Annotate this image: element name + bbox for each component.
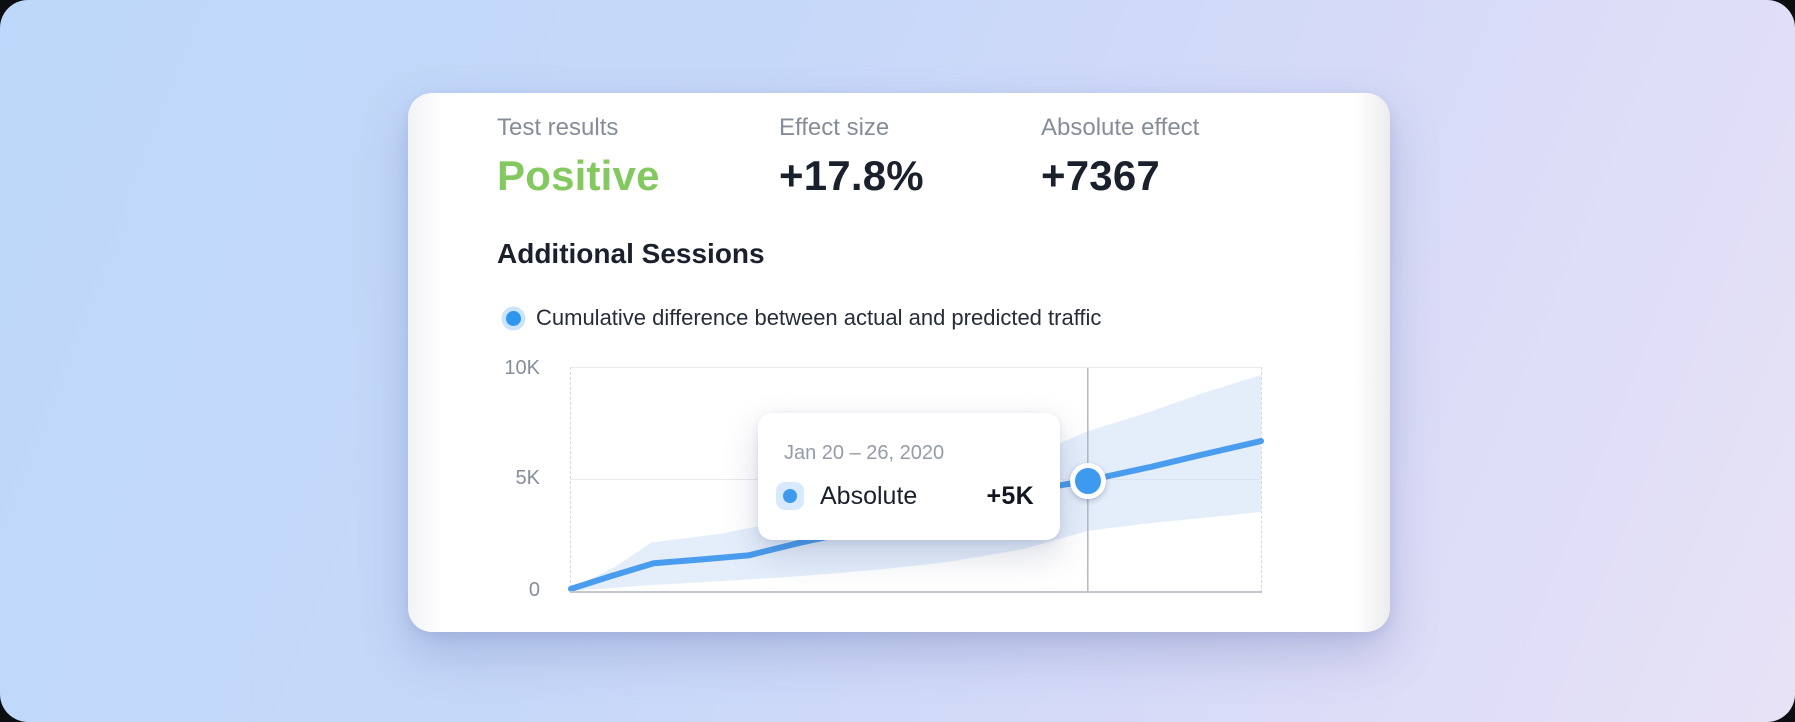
tooltip-date-range: Jan 20 – 26, 2020	[784, 442, 945, 464]
stat-value-positive: Positive	[497, 152, 660, 199]
y-axis-tick-5k: 5K	[515, 467, 540, 489]
stat-label: Absolute effect	[1041, 114, 1200, 141]
tooltip-series-row: Absolute +5K	[776, 482, 1034, 510]
legend-label: Cumulative difference between actual and…	[536, 305, 1102, 330]
test-results-card: Test results Positive Effect size +17.8%…	[408, 93, 1390, 632]
page-title: Additional Sessions	[497, 238, 765, 269]
stat-absolute-effect: Absolute effect +7367	[1041, 113, 1199, 199]
stat-test-results: Test results Positive	[497, 113, 779, 199]
x-axis-baseline	[570, 591, 1262, 593]
stat-label: Effect size	[779, 114, 890, 141]
y-axis-tick-0: 0	[528, 579, 540, 601]
stat-effect-size: Effect size +17.8%	[779, 113, 1041, 199]
stats-row: Test results Positive Effect size +17.8%…	[497, 113, 1199, 199]
stat-label: Test results	[497, 114, 619, 141]
tooltip-value: +5K	[986, 481, 1034, 510]
tooltip-legend-chip	[776, 482, 804, 510]
stat-value-absolute-effect: +7367	[1041, 152, 1160, 199]
legend-item-cumulative-difference[interactable]: Cumulative difference between actual and…	[506, 305, 1101, 331]
highlighted-data-point[interactable]	[1069, 462, 1106, 499]
tooltip-series-label: Absolute	[820, 481, 918, 510]
legend-dot-icon	[506, 310, 521, 326]
chart-tooltip: Jan 20 – 26, 2020 Absolute +5K	[758, 413, 1060, 540]
tooltip-series-dot-icon	[783, 489, 797, 503]
y-axis-tick-10k: 10K	[504, 357, 540, 379]
stat-value-effect-size: +17.8%	[779, 152, 924, 199]
